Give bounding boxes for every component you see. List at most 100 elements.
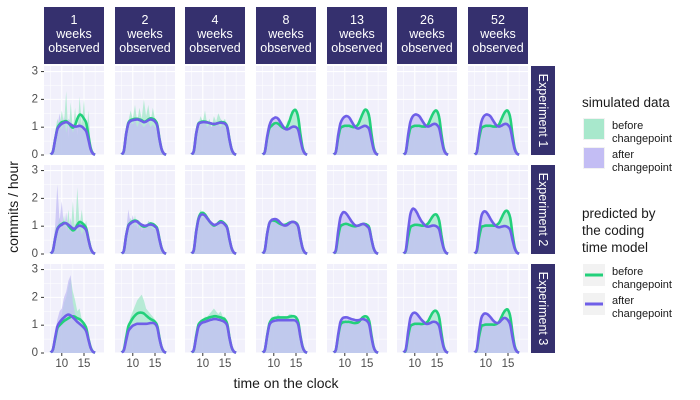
y-tick-label: 2 — [32, 192, 38, 204]
area-after-changepoint — [403, 113, 449, 155]
area-after-changepoint — [191, 319, 237, 353]
y-tick-label: 1 — [32, 220, 38, 232]
panel-r3-c4 — [256, 264, 316, 354]
area-after-changepoint — [333, 316, 379, 353]
panel-r3-c5 — [327, 264, 387, 354]
x-tick-label: 10 — [267, 358, 280, 370]
column-strip-label: weeks — [338, 27, 374, 41]
panel-r1-c2 — [115, 66, 175, 156]
panel-r2-c5 — [327, 165, 387, 255]
line-after-changepoint — [120, 219, 167, 255]
y-tick-label: 1 — [32, 319, 38, 331]
x-tick-label: 10 — [126, 358, 139, 370]
line-after-changepoint — [332, 210, 379, 255]
row-strip-3: Experiment 3 — [531, 264, 555, 353]
x-tick-label: 10 — [408, 358, 421, 370]
x-tick-label: 15 — [290, 358, 303, 370]
x-tick-label: 15 — [219, 358, 232, 370]
y-tick-label: 2 — [32, 93, 38, 105]
column-strip-label: 52 — [491, 13, 505, 27]
area-after-changepoint — [191, 215, 237, 254]
line-after-changepoint — [473, 113, 520, 156]
column-strip-bg — [327, 7, 387, 64]
y-tick-label: 0 — [32, 248, 38, 260]
row-strip-label: Experiment 2 — [536, 173, 550, 247]
column-strip-bg — [397, 7, 457, 64]
legend-swatch-after-sim — [584, 148, 604, 168]
column-strip-label: 8 — [283, 13, 290, 27]
column-strip-label: observed — [119, 41, 170, 55]
row-strip-bg — [531, 165, 555, 254]
column-strip-label: weeks — [55, 27, 91, 41]
column-strip-bg — [256, 7, 316, 64]
area-after-changepoint — [262, 217, 308, 254]
area-after-changepoint — [474, 113, 520, 155]
line-after-changepoint — [49, 120, 96, 156]
legend: simulated data before changepoint after … — [582, 95, 672, 320]
column-strip-label: observed — [48, 41, 99, 55]
line-after-changepoint — [473, 209, 520, 255]
area-after-changepoint — [50, 275, 96, 353]
panels-layer — [44, 66, 528, 354]
line-after-changepoint — [402, 311, 449, 354]
column-strip-label: weeks — [126, 27, 162, 41]
y-tick-label: 0 — [32, 347, 38, 359]
panel-r2-c7 — [468, 165, 528, 255]
y-tick-label: 1 — [32, 121, 38, 133]
panel-r3-c7 — [468, 264, 528, 354]
legend-label-before-model-l1: before — [612, 266, 643, 278]
x-axis-title: time on the clock — [233, 375, 339, 391]
x-tick-label: 10 — [479, 358, 492, 370]
y-tick-label: 3 — [32, 165, 38, 177]
row-strip-label: Experiment 3 — [536, 272, 550, 346]
column-strip-label: observed — [401, 41, 452, 55]
y-tick-label: 3 — [32, 264, 38, 276]
x-tick-label: 10 — [196, 358, 209, 370]
line-after-changepoint — [49, 313, 96, 354]
line-after-changepoint — [190, 213, 237, 255]
panel-r1-c7 — [468, 66, 528, 156]
panel-r1-c5 — [327, 66, 387, 156]
line-after-changepoint — [261, 217, 308, 255]
line-after-changepoint — [332, 316, 379, 354]
legend-label-after-model-l1: after — [612, 295, 634, 307]
line-after-changepoint — [120, 321, 167, 354]
panel-r1-c3 — [185, 66, 245, 156]
area-after-changepoint — [191, 121, 237, 155]
panel-r1-c1 — [44, 66, 104, 156]
legend-label-after-sim-l2: changepoint — [612, 162, 672, 174]
column-strip-label: 26 — [420, 13, 434, 27]
row-strip-label: Experiment 1 — [536, 74, 550, 148]
y-axis-title: commits / hour — [5, 161, 21, 253]
column-strip-label: observed — [331, 41, 382, 55]
area-after-changepoint — [262, 319, 308, 353]
line-before-changepoint — [473, 209, 520, 255]
panel-r3-c3 — [185, 264, 245, 354]
column-strip-label: weeks — [479, 27, 515, 41]
row-strip-1: Experiment 1 — [531, 66, 555, 155]
column-strip-bg — [44, 7, 104, 64]
area-after-changepoint — [474, 212, 520, 254]
column-strip-bg — [185, 7, 245, 64]
x-tick-label: 10 — [338, 358, 351, 370]
legend-label-after-sim-l1: after — [612, 149, 634, 161]
area-after-changepoint — [50, 113, 96, 155]
area-after-changepoint — [403, 209, 449, 254]
line-after-changepoint — [261, 116, 308, 156]
area-after-changepoint — [121, 322, 167, 353]
x-tick-label: 15 — [361, 358, 374, 370]
line-after-changepoint — [261, 318, 308, 354]
legend-model-title-l1: predicted by — [582, 206, 656, 221]
x-tick-label: 15 — [149, 358, 162, 370]
panel-r2-c6 — [397, 165, 457, 255]
legend-label-before-sim-l1: before — [612, 120, 643, 132]
column-strip-label: observed — [472, 41, 523, 55]
line-after-changepoint — [332, 114, 379, 156]
area-after-changepoint — [50, 184, 96, 254]
